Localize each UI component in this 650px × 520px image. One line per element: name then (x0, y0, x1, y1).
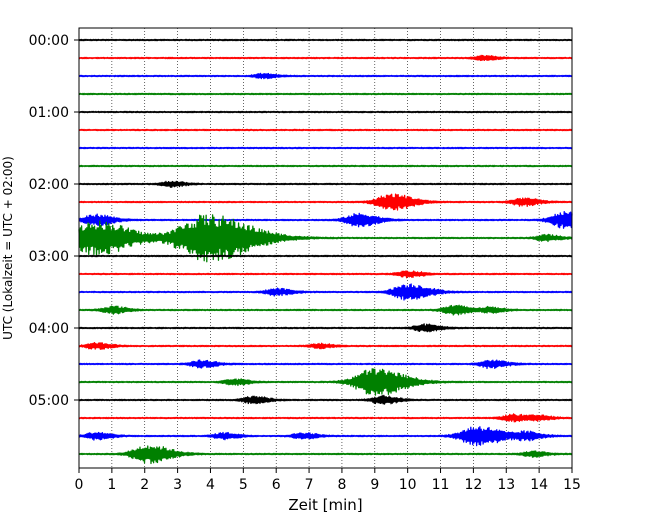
y-tick-label: 00:00 (29, 33, 69, 49)
seismogram-trace (78, 445, 573, 465)
x-tick-label: 7 (305, 477, 314, 493)
x-tick-label: 2 (140, 477, 149, 493)
x-tick-label: 13 (497, 477, 515, 493)
seismogram-trace (78, 359, 573, 370)
seismogram-trace (78, 283, 573, 301)
trace-series (78, 38, 573, 465)
seismogram-trace (78, 92, 573, 96)
seismogram-trace (78, 413, 573, 423)
x-tick-label: 14 (530, 477, 548, 493)
seismogram-trace (78, 164, 573, 168)
seismogram-trace (78, 180, 573, 188)
x-tick-label: 15 (563, 477, 581, 493)
seismogram-trace (78, 193, 573, 211)
seismogram-trace (78, 214, 573, 263)
vertical-grid (111, 28, 540, 468)
y-axis: 00:00 01:00 02:00 03:00 04:00 05:00 (29, 33, 79, 409)
seismogram-trace (78, 270, 573, 279)
seismogram-trace (78, 72, 573, 80)
y-tick-label: 04:00 (29, 321, 69, 337)
seismogram-trace (78, 128, 573, 132)
seismogram-trace (78, 38, 573, 42)
x-tick-label: 12 (464, 477, 482, 493)
x-tick-label: 3 (173, 477, 182, 493)
seismogram-trace (78, 368, 573, 396)
x-tick-label: 5 (239, 477, 248, 493)
x-tick-label: 1 (107, 477, 116, 493)
seismogram-trace (78, 341, 573, 350)
x-tick-label: 9 (370, 477, 379, 493)
seismogram-trace (78, 54, 573, 62)
x-tick-label: 6 (272, 477, 281, 493)
seismogram-trace (78, 110, 573, 114)
x-tick-label: 10 (399, 477, 417, 493)
y-tick-label: 01:00 (29, 105, 69, 121)
seismogram-trace (78, 323, 573, 333)
x-tick-label: 8 (337, 477, 346, 493)
x-tick-label: 4 (206, 477, 215, 493)
seismogram-trace (78, 211, 573, 229)
seismogram-trace (78, 254, 573, 258)
y-axis-label: UTC (Lokalzeit = UTC + 02:00) (1, 156, 15, 340)
x-axis-label: Zeit [min] (288, 496, 362, 514)
seismogram-trace (78, 146, 573, 150)
seismogram-trace (78, 304, 573, 316)
y-tick-label: 05:00 (29, 393, 69, 409)
seismogram-trace (78, 394, 573, 405)
plot-frame (78, 27, 573, 469)
x-tick-label: 11 (432, 477, 450, 493)
x-tick-label: 0 (75, 477, 84, 493)
y-tick-label: 02:00 (29, 177, 69, 193)
x-axis: 0 1 2 3 4 5 6 7 8 9 10 11 12 13 14 15 (75, 468, 581, 493)
y-tick-label: 03:00 (29, 249, 69, 265)
seismogram-trace (78, 426, 573, 447)
